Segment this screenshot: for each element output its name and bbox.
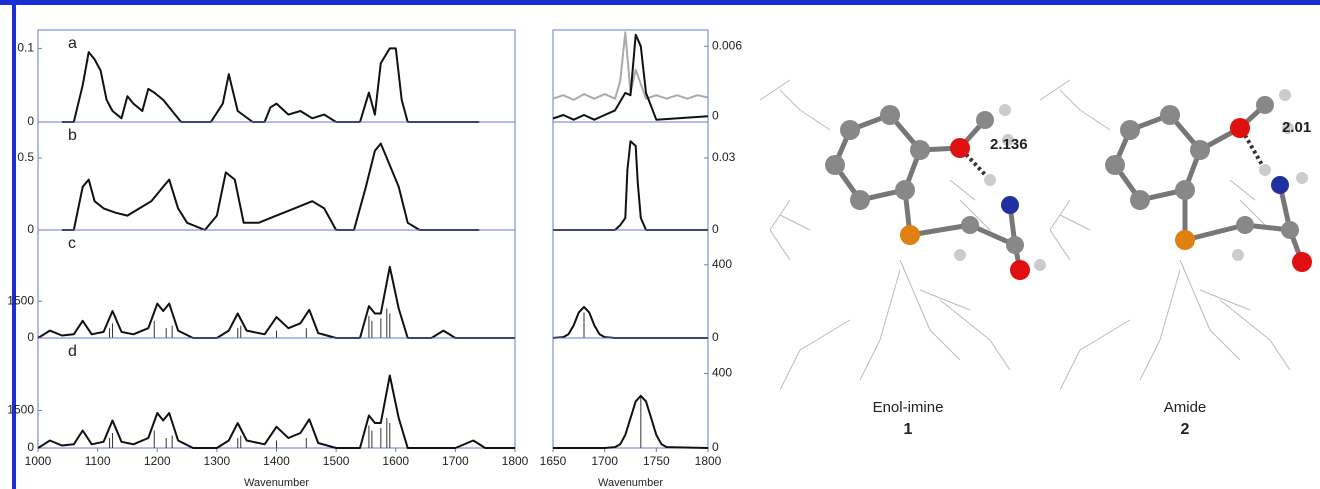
- plot-frame: [38, 122, 515, 230]
- x-tick-label: 1000: [25, 454, 52, 468]
- y-tick-label: 0: [27, 330, 34, 344]
- y-tick-label: 0: [27, 114, 34, 128]
- spectrum-line: [62, 144, 479, 230]
- molecule-name: Amide: [1164, 399, 1207, 416]
- top-border: [0, 0, 1320, 5]
- y-tick-label: 0: [27, 440, 34, 454]
- plot-frame: [38, 230, 515, 338]
- wireframe: [1040, 80, 1290, 390]
- spectra: a 0 0.1 b 0 0.5 c 0 1500 d 0 1500 1000 1100 1200 1300 14…: [7, 30, 742, 489]
- y-tick-label: 1500: [7, 293, 34, 307]
- plot-frame: [553, 30, 708, 122]
- x-axis-label: Wavenumber: [244, 477, 309, 489]
- spectrum-line: [553, 141, 708, 230]
- spectrum-line: [553, 396, 708, 448]
- spectrum-line: [62, 48, 479, 122]
- panel-label: d: [68, 343, 77, 360]
- distance-label: 2.01: [1282, 119, 1311, 136]
- molecule-name: Enol-imine: [873, 399, 944, 416]
- y-tick-label: 1500: [7, 403, 34, 417]
- plot-frame: [553, 338, 708, 448]
- x-tick-label: 1400: [263, 454, 290, 468]
- y-tick-label: 0: [712, 440, 719, 454]
- spectrum-line: [38, 376, 515, 449]
- y-tick-label: 0: [712, 330, 719, 344]
- spectrum-line: [553, 307, 708, 338]
- plot-frame: [553, 122, 708, 230]
- panel-label: b: [68, 127, 77, 144]
- molecule-number: 2: [1181, 421, 1190, 438]
- panel-label: a: [68, 35, 77, 52]
- plot-frame: [38, 30, 515, 122]
- molecule-number: 1: [904, 421, 913, 438]
- x-tick-label: 1650: [540, 454, 567, 468]
- spectrum-line: [553, 35, 708, 120]
- x-tick-label: 1300: [204, 454, 231, 468]
- x-tick-label: 1600: [382, 454, 409, 468]
- x-tick-label: 1700: [591, 454, 618, 468]
- y-tick-label: 0.5: [17, 150, 34, 164]
- wireframe: [760, 80, 1010, 390]
- y-tick-label: 0: [712, 108, 719, 122]
- figure: a00.1b00.5c01500d01500100011001200130014…: [0, 0, 1320, 489]
- y-tick-label: 0.006: [712, 38, 742, 52]
- y-tick-label: 400: [712, 366, 732, 380]
- plot-frame: [553, 230, 708, 338]
- x-tick-label: 1800: [502, 454, 529, 468]
- y-tick-label: 0.03: [712, 150, 736, 164]
- molecule-1: [760, 80, 1046, 390]
- plot-frame: [38, 338, 515, 448]
- spectrum-line: [38, 267, 515, 338]
- x-tick-label: 1100: [85, 454, 111, 468]
- distance-label: 2.136: [990, 136, 1028, 153]
- x-tick-label: 1200: [144, 454, 171, 468]
- y-tick-label: 400: [712, 257, 732, 271]
- panel-label: c: [68, 235, 76, 252]
- x-tick-label: 1500: [323, 454, 350, 468]
- y-tick-label: 0: [27, 222, 34, 236]
- x-tick-label: 1800: [695, 454, 722, 468]
- x-tick-label: 1700: [442, 454, 469, 468]
- molecule-2: [1040, 80, 1312, 390]
- y-tick-label: 0.1: [17, 41, 34, 55]
- x-tick-label: 1750: [643, 454, 670, 468]
- x-axis-label: Wavenumber: [598, 477, 663, 489]
- y-tick-label: 0: [712, 222, 719, 236]
